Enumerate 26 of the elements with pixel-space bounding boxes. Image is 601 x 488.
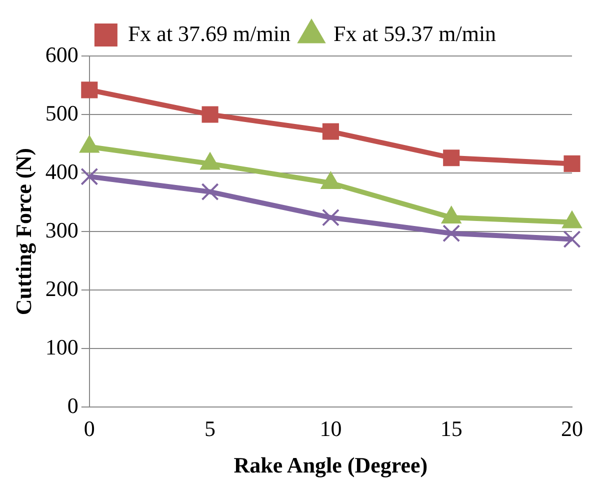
x-axis-title: Rake Angle (Degree) xyxy=(234,452,428,478)
y-tick-label: 200 xyxy=(45,276,78,301)
point xyxy=(322,208,340,226)
y-tick-label: 600 xyxy=(45,42,78,67)
x-tick-label: 10 xyxy=(320,416,342,442)
point xyxy=(322,123,339,140)
point xyxy=(563,230,581,248)
y-tick-label: 300 xyxy=(45,217,78,242)
y-axis-title: Cutting Force (N) xyxy=(10,148,36,316)
point xyxy=(442,224,460,242)
point xyxy=(564,155,580,172)
legend-label: Fx at 37.69 m/min xyxy=(128,20,290,46)
legend-label: Fx at 59.37 m/min xyxy=(334,20,496,46)
x-tick-label: 5 xyxy=(204,416,216,442)
point xyxy=(201,183,219,201)
y-tick-label: 100 xyxy=(45,334,78,360)
y-tick-label: 0 xyxy=(67,392,78,418)
point xyxy=(81,82,98,98)
point xyxy=(202,106,218,123)
y-tick-label: 500 xyxy=(45,100,78,126)
point xyxy=(443,150,460,166)
point xyxy=(80,168,98,186)
x-tick-label: 15 xyxy=(440,416,462,442)
x-tick-label: 0 xyxy=(84,416,95,442)
x-tick-label: 20 xyxy=(561,416,583,442)
y-tick-label: 400 xyxy=(45,158,78,184)
